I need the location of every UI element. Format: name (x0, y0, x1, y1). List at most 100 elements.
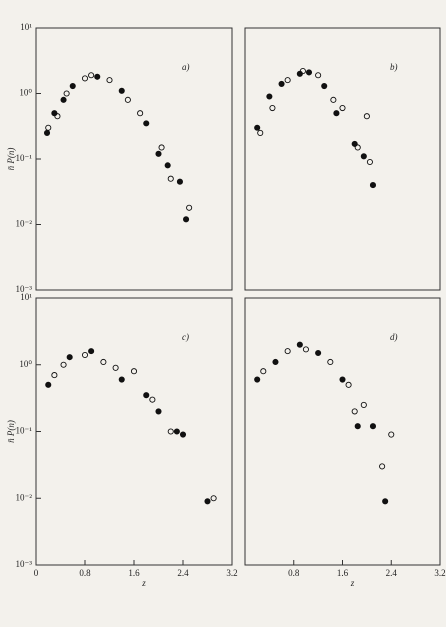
y-tick-label: 10⁰ (19, 359, 32, 369)
data-point (354, 144, 361, 151)
data-point (315, 349, 322, 357)
data-point (382, 498, 389, 505)
data-point (60, 361, 67, 368)
data-point (112, 364, 119, 371)
plot-frame (35, 27, 233, 291)
data-point (284, 77, 291, 84)
data-point (81, 75, 89, 82)
data-point (45, 381, 52, 388)
x-tick-label: 1.6 (128, 568, 140, 578)
data-point (327, 358, 334, 366)
data-point (321, 82, 328, 90)
data-point (176, 178, 183, 185)
x-tick-label: 3.2 (434, 568, 445, 578)
x-axis-label: z (350, 578, 355, 588)
data-point (360, 401, 367, 408)
data-point (254, 124, 261, 131)
data-point (254, 376, 261, 383)
y-tick-label: 10⁻¹ (16, 426, 33, 436)
y-tick-label: 10⁻¹ (16, 153, 33, 163)
data-point (167, 428, 174, 435)
panel-label: b) (390, 62, 398, 72)
x-tick-label: 3.2 (226, 568, 237, 578)
data-point (43, 129, 51, 136)
panel-label: a) (182, 62, 190, 72)
x-tick-label: 0 (34, 568, 39, 578)
data-point (204, 498, 211, 505)
data-point (299, 68, 306, 75)
y-tick-label: 10⁻³ (16, 559, 33, 569)
data-point (130, 368, 138, 375)
data-point (63, 90, 70, 97)
data-point (164, 162, 171, 169)
data-point (210, 495, 217, 502)
data-point (186, 204, 193, 211)
data-point (106, 77, 113, 84)
data-point (45, 124, 52, 131)
data-point (94, 73, 101, 80)
y-axis-label: n̄ P(n) (6, 148, 16, 171)
y-tick-label: 10¹ (20, 292, 32, 302)
data-point (354, 423, 361, 430)
data-point (100, 358, 107, 366)
data-point (369, 182, 377, 189)
y-tick-label: 10⁰ (19, 88, 32, 98)
data-point (266, 93, 273, 100)
x-tick-label: 1.6 (337, 568, 349, 578)
data-point (388, 431, 395, 438)
data-point (269, 104, 276, 112)
data-point (315, 72, 322, 79)
plot-frame (244, 27, 441, 291)
data-point (284, 348, 291, 355)
data-point (66, 354, 73, 361)
data-point (143, 392, 150, 399)
data-point (143, 120, 150, 127)
data-point (60, 96, 67, 103)
data-point (363, 113, 370, 120)
data-point (179, 431, 187, 438)
data-point (339, 376, 346, 383)
data-point (339, 104, 346, 112)
data-point (305, 69, 313, 76)
data-point (81, 351, 89, 359)
data-point (379, 463, 386, 470)
data-point (88, 72, 95, 79)
data-point (330, 96, 337, 103)
plot-frame (35, 297, 233, 566)
data-point (366, 158, 373, 166)
data-point (360, 153, 367, 160)
data-point (69, 82, 76, 90)
data-point (158, 144, 165, 151)
data-point (278, 80, 285, 87)
data-point (351, 408, 358, 415)
data-point (369, 423, 377, 430)
data-point (118, 376, 125, 383)
x-tick-label: 0.8 (288, 568, 300, 578)
x-tick-label: 2.4 (386, 568, 398, 578)
data-point (155, 150, 162, 157)
data-point (302, 346, 309, 353)
data-point (155, 408, 162, 415)
data-point (149, 396, 156, 403)
y-tick-label: 10⁻² (16, 492, 33, 502)
data-point (257, 129, 264, 136)
panel-label: c) (182, 332, 189, 342)
data-point (88, 348, 95, 355)
y-tick-label: 10¹ (20, 22, 32, 32)
data-point (272, 358, 279, 366)
data-point (296, 341, 303, 348)
y-tick-label: 10⁻³ (16, 284, 33, 294)
data-point (137, 110, 144, 117)
data-point (345, 381, 352, 388)
y-axis-label: n̄ P(n) (6, 420, 16, 443)
panel-label: d) (390, 332, 398, 342)
data-point (183, 216, 190, 223)
data-point (260, 368, 267, 375)
x-axis-label: z (141, 578, 146, 588)
data-point (351, 140, 358, 147)
plot-frame (244, 297, 441, 566)
y-tick-label: 10⁻² (16, 219, 33, 229)
data-point (51, 372, 58, 379)
data-point (118, 87, 125, 94)
data-point (333, 110, 340, 117)
